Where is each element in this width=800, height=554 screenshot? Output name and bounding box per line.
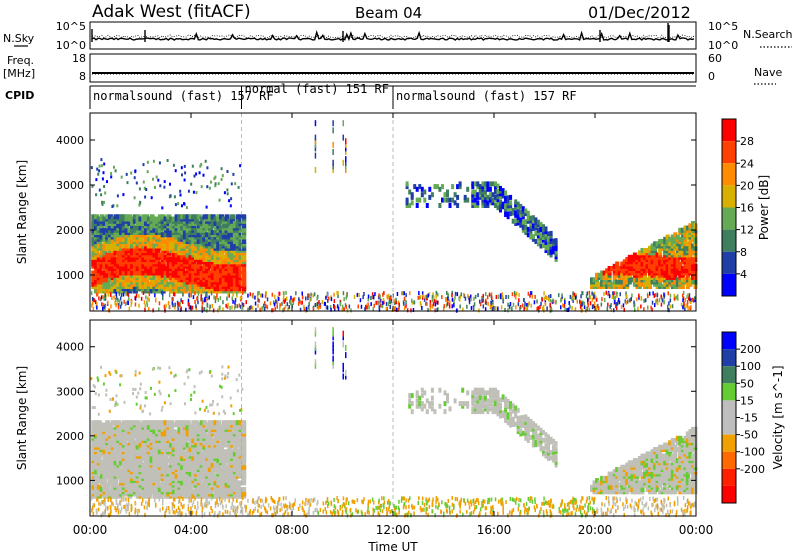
nave-label: Nave — [754, 66, 782, 79]
power-colorbar-tick: 28 — [740, 135, 754, 148]
cpid-segment-label: normalsound (fast) 157 RF — [93, 89, 274, 103]
cpid-segment-label: normal (fast) 151 RF — [245, 82, 390, 96]
x-tick-label: 12:00 — [376, 523, 411, 537]
y-tick-label: 1000 — [56, 269, 84, 282]
noise-sky-series — [91, 29, 695, 42]
velocity-data — [90, 327, 698, 518]
velocity-panel — [89, 319, 698, 518]
y-axis-label: Slant Range [km] — [15, 366, 29, 470]
velocity-colorbar-tick: -100 — [740, 446, 765, 459]
power-colorbar: 4 8 12 16 20 24 28 Power [dB] — [721, 118, 771, 297]
power-colorbar-label: Power [dB] — [757, 175, 771, 240]
station-title: Adak West (fitACF) — [92, 2, 251, 22]
noise-spikes — [91, 23, 670, 42]
y-tick-label: 1000 — [56, 474, 84, 487]
power-colorbar-tick: 4 — [740, 268, 747, 281]
power-data — [90, 120, 698, 313]
power-colorbar-tick: 8 — [740, 246, 747, 259]
power-colorbar-tick: 24 — [740, 157, 754, 170]
x-tick-label: 00:00 — [73, 523, 108, 537]
noise-ytick-bottom: 10^0 — [56, 39, 86, 52]
velocity-colorbar-tick: -15 — [740, 412, 758, 425]
freq-rtick-bottom: 0 — [708, 70, 715, 83]
freq-ytick-top: 18 — [72, 52, 86, 65]
x-axis-label: Time UT — [367, 540, 418, 554]
velocity-colorbar-tick: 100 — [740, 360, 761, 373]
x-tick-label: 16:00 — [477, 523, 512, 537]
y-tick-label: 2000 — [56, 224, 84, 237]
velocity-colorbar-label: Velocity [m s^-1] — [771, 365, 785, 469]
freq-unit-label: [MHz] — [3, 67, 35, 80]
noise-rtick-bottom: 10^0 — [708, 39, 738, 52]
beam-label: Beam 04 — [355, 4, 422, 22]
freq-panel: 18 8 60 0 — [72, 52, 722, 83]
freq-ytick-bottom: 8 — [79, 70, 86, 83]
noise-rtick-top: 10^5 — [708, 20, 738, 33]
velocity-colorbar-tick: -200 — [740, 463, 765, 476]
noise-ytick-top: 10^5 — [56, 20, 86, 33]
power-colorbar-tick: 20 — [740, 179, 754, 192]
date-label: 01/Dec/2012 — [588, 3, 691, 22]
y-axis-label: Slant Range [km] — [15, 160, 29, 264]
freq-rtick-top: 60 — [708, 52, 722, 65]
x-tick-label: 04:00 — [174, 523, 209, 537]
nsearch-label: N.Search — [743, 28, 793, 41]
y-tick-label: 3000 — [56, 385, 84, 398]
power-colorbar-tick: 12 — [740, 224, 754, 237]
x-tick-label: 00:00 — [679, 523, 714, 537]
y-tick-label: 4000 — [56, 341, 84, 354]
velocity-colorbar-tick: 15 — [740, 394, 754, 407]
y-tick-label: 3000 — [56, 179, 84, 192]
y-tick-label: 2000 — [56, 430, 84, 443]
noise-panel: 10^5 10^0 10^5 10^0 — [56, 20, 738, 52]
x-tick-label: 20:00 — [578, 523, 613, 537]
cpid-segment-label: normalsound (fast) 157 RF — [396, 89, 577, 103]
noise-search-series — [91, 34, 695, 39]
nsky-label: N.Sky — [3, 32, 35, 45]
cpid-label: CPID — [5, 89, 34, 102]
velocity-colorbar-tick: -50 — [740, 429, 758, 442]
power-panel — [89, 112, 698, 313]
power-colorbar-tick: 16 — [740, 202, 754, 215]
velocity-colorbar: 200 100 50 15 -15 -50 -100 -200 Velocity [m s^-1… — [721, 331, 785, 504]
freq-label: Freq. — [7, 54, 34, 67]
velocity-colorbar-tick: 200 — [740, 343, 761, 356]
velocity-colorbar-tick: 50 — [740, 377, 754, 390]
y-tick-label: 4000 — [56, 134, 84, 147]
x-tick-label: 08:00 — [275, 523, 310, 537]
